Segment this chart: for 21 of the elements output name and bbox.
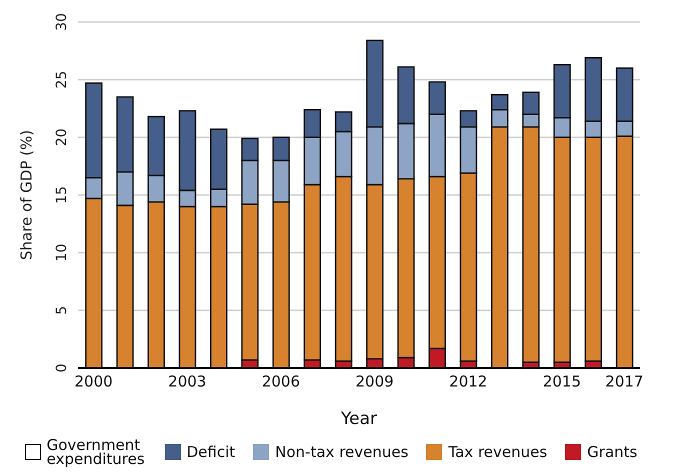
y-tick-label: 30	[54, 13, 70, 31]
x-tick-label: 2017	[605, 372, 644, 391]
y-tick-label: 5	[54, 306, 70, 315]
x-axis-title: Year	[340, 409, 378, 429]
y-tick-label: 25	[54, 70, 70, 89]
x-tick-label: 2015	[542, 372, 582, 391]
legend-label: Grants	[587, 443, 638, 461]
legend-label: Tax revenues	[448, 443, 548, 461]
legend-label: Non-tax revenues	[275, 443, 408, 461]
y-tick-label: 0	[54, 364, 70, 372]
y-axis-title: Share of GDP (%)	[17, 130, 36, 260]
y-tick-label: 10	[54, 244, 70, 262]
legend-label: Deficit	[186, 443, 236, 461]
x-tick-label: 2012	[449, 372, 488, 391]
x-tick-label: 2006	[262, 372, 300, 391]
x-tick-label: 2009	[356, 372, 394, 391]
y-tick-label: 20	[54, 128, 70, 146]
x-tick-label: 2000	[74, 372, 113, 391]
text: Government expenditures	[46, 436, 146, 468]
y-tick-label: 15	[54, 186, 70, 204]
x-tick-label: 2003	[168, 372, 206, 391]
